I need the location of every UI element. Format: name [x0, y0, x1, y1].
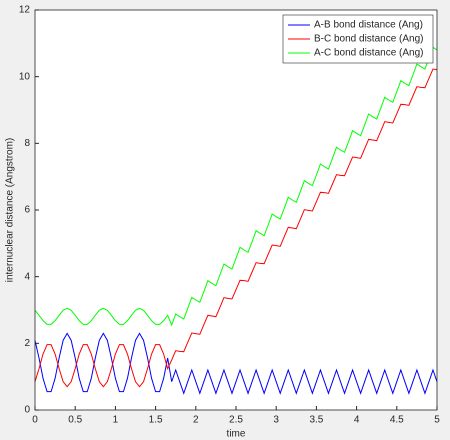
x-tick-label: 2.5: [229, 415, 243, 426]
plot-area: [35, 10, 437, 410]
x-tick-label: 5: [434, 415, 440, 426]
x-tick-label: 1.5: [149, 415, 163, 426]
y-tick-label: 12: [19, 5, 31, 16]
y-tick-label: 6: [24, 205, 30, 216]
x-tick-label: 3.5: [309, 415, 323, 426]
y-tick-label: 8: [24, 138, 30, 149]
line-series: [34, 68, 438, 388]
line-series: [34, 46, 438, 327]
y-tick-label: 0: [24, 405, 30, 416]
legend-label: A-B bond distance (Ang): [314, 20, 423, 31]
legend-label: B-C bond distance (Ang): [314, 34, 424, 45]
x-axis-label: time: [227, 429, 246, 440]
x-tick-label: 0.5: [68, 415, 82, 426]
y-tick-label: 4: [24, 271, 30, 282]
y-tick-label: 10: [19, 71, 31, 82]
y-tick-label: 2: [24, 338, 30, 349]
y-axis-label: internuclear distance (Angstrom): [5, 138, 16, 283]
x-tick-label: 3: [273, 415, 279, 426]
line-series: [34, 332, 438, 395]
legend-label: A-C bond distance (Ang): [314, 48, 424, 59]
x-tick-label: 4.5: [390, 415, 404, 426]
plot-border: [34, 9, 438, 411]
x-tick-label: 0: [32, 415, 38, 426]
x-tick-label: 4: [354, 415, 360, 426]
x-tick-label: 1: [113, 415, 119, 426]
x-tick-label: 2: [193, 415, 199, 426]
